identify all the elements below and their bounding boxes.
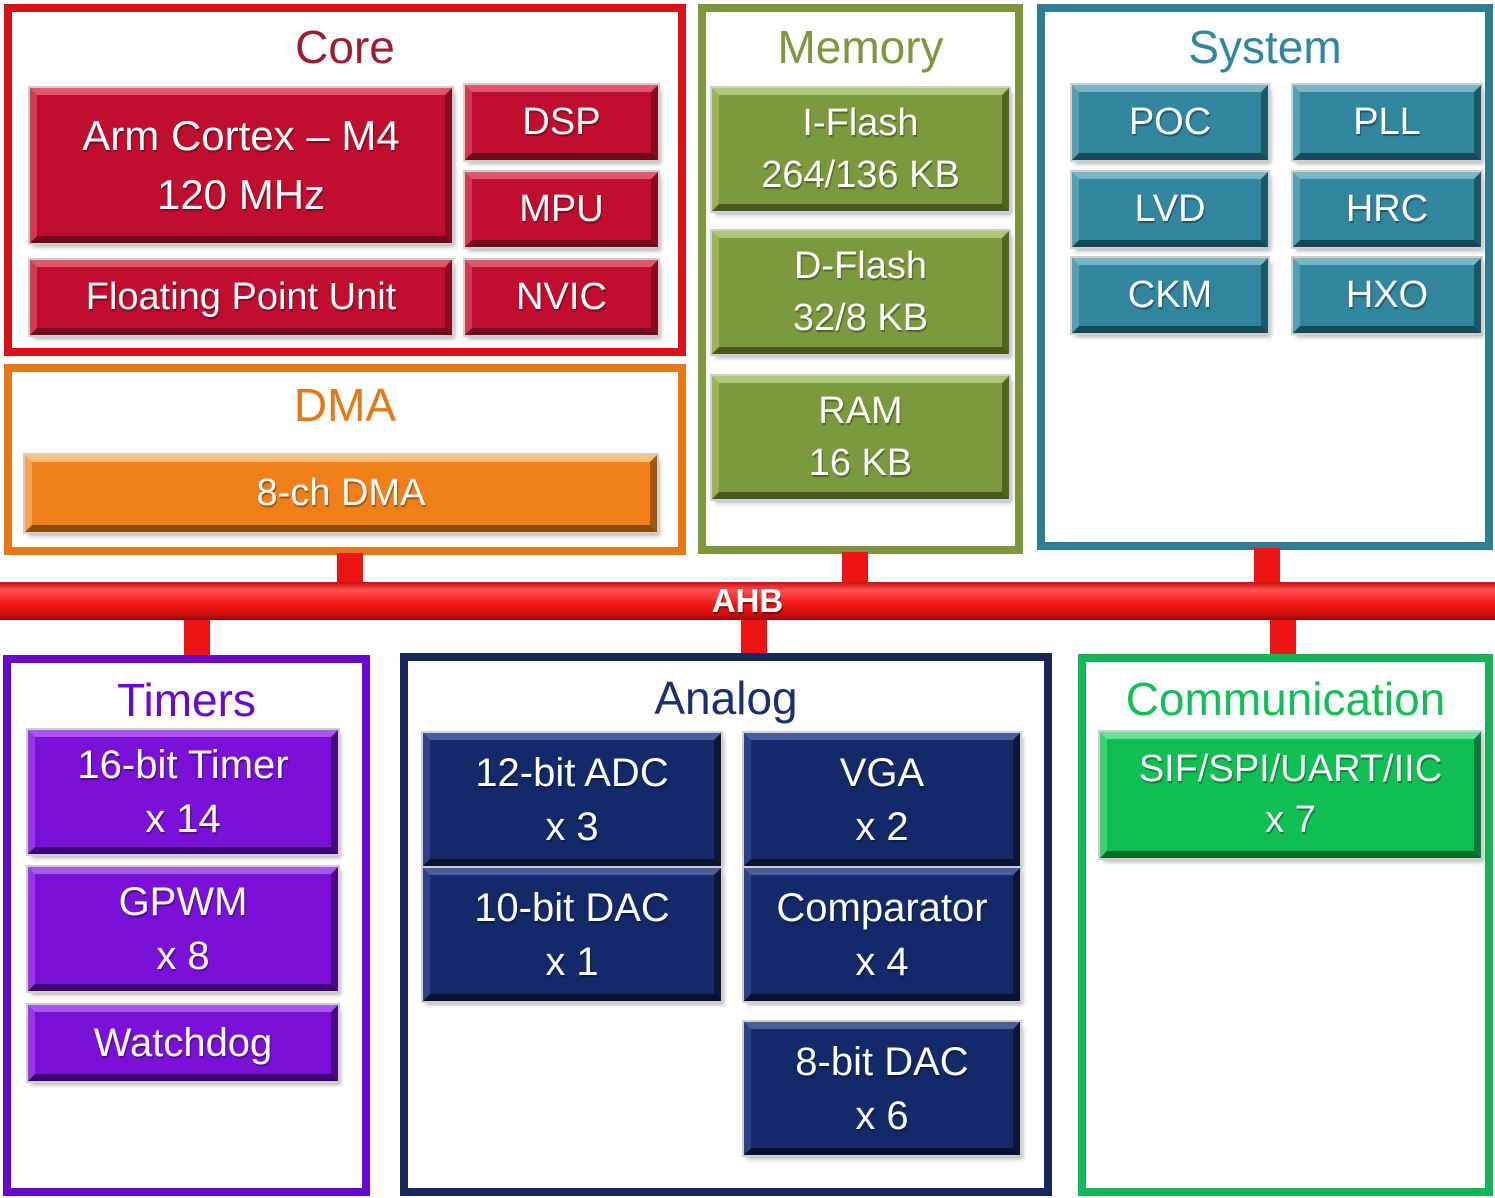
block-line: Comparator — [776, 885, 988, 930]
block-line: 264/136 KB — [761, 153, 960, 196]
section-analog: Analog 12-bit ADC x 3 VGA x 2 10-bit DAC… — [400, 653, 1052, 1196]
connector-memory-to-bus — [842, 552, 868, 582]
block-line: x 6 — [855, 1093, 909, 1138]
block-comparator: Comparator x 4 — [744, 868, 1020, 1001]
block-line: POC — [1128, 100, 1212, 143]
connector-dma-to-bus — [337, 553, 363, 582]
ahb-bus-label: AHB — [711, 582, 784, 619]
block-hxo: HXO — [1293, 258, 1481, 333]
block-lvd: LVD — [1072, 172, 1268, 247]
section-core-title: Core — [295, 21, 395, 73]
section-timers-title: Timers — [117, 674, 256, 726]
section-memory-title: Memory — [777, 21, 944, 73]
block-line: DSP — [522, 100, 601, 143]
section-system: System POC PLL LVD HRC CKM HXO — [1037, 4, 1493, 550]
block-line: x 14 — [145, 797, 221, 841]
block-line: HRC — [1345, 187, 1429, 230]
block-line: x 2 — [855, 804, 909, 849]
block-mpu: MPU — [465, 172, 658, 247]
block-line: x 4 — [855, 939, 909, 984]
block-line: GPWM — [118, 880, 248, 924]
block-line: x 3 — [545, 804, 599, 849]
block-line: 120 MHz — [156, 170, 326, 218]
block-line: 8-bit DAC — [795, 1039, 969, 1084]
section-memory: Memory I-Flash 264/136 KB D-Flash 32/8 K… — [698, 4, 1023, 554]
block-line: MPU — [519, 187, 604, 230]
section-dma-title: DMA — [293, 379, 397, 431]
block-line: 8-ch DMA — [256, 471, 426, 514]
block-line: RAM — [818, 390, 903, 433]
block-line: 10-bit DAC — [474, 885, 670, 930]
block-line: CKM — [1127, 273, 1213, 316]
block-12bit-adc: 12-bit ADC x 3 — [423, 733, 721, 866]
connector-bus-to-analog — [741, 620, 767, 656]
block-line: D-Flash — [793, 245, 928, 288]
block-line: LVD — [1134, 187, 1206, 230]
block-line: I-Flash — [802, 102, 919, 145]
block-line: 16 KB — [808, 441, 913, 484]
block-line: 16-bit Timer — [77, 743, 289, 787]
block-8bit-dac: 8-bit DAC x 6 — [744, 1022, 1020, 1155]
section-communication: Communication SIF/SPI/UART/IIC x 7 — [1078, 654, 1493, 1196]
section-system-title: System — [1188, 21, 1342, 73]
ahb-bus: AHB — [0, 582, 1495, 620]
block-line: HXO — [1345, 273, 1429, 316]
block-dsp: DSP — [465, 85, 658, 160]
block-line: Floating Point Unit — [85, 275, 397, 318]
block-line: x 7 — [1265, 799, 1316, 841]
block-10bit-dac: 10-bit DAC x 1 — [423, 868, 721, 1001]
section-timers: Timers 16-bit Timer x 14 GPWM x 8 Watchd… — [3, 655, 370, 1196]
block-vga: VGA x 2 — [744, 733, 1020, 866]
section-communication-title: Communication — [1125, 673, 1446, 725]
block-line: 12-bit ADC — [475, 750, 669, 795]
block-watchdog: Watchdog — [28, 1005, 338, 1081]
connector-bus-to-communication — [1270, 620, 1296, 657]
block-arm-cortex-m4: Arm Cortex – M4 120 MHz — [30, 88, 452, 243]
block-gpwm: GPWM x 8 — [28, 867, 338, 991]
block-i-flash: I-Flash 264/136 KB — [712, 88, 1009, 211]
block-hrc: HRC — [1293, 172, 1481, 247]
block-line: x 8 — [156, 934, 210, 978]
block-line: Watchdog — [93, 1021, 273, 1065]
block-floating-point-unit: Floating Point Unit — [30, 260, 452, 335]
block-ckm: CKM — [1072, 258, 1268, 333]
section-dma: DMA 8-ch DMA — [4, 364, 686, 555]
block-8ch-dma: 8-ch DMA — [25, 455, 657, 532]
block-line: SIF/SPI/UART/IIC — [1138, 747, 1443, 790]
block-nvic: NVIC — [465, 260, 658, 335]
block-poc: POC — [1072, 85, 1268, 160]
connector-system-to-bus — [1254, 548, 1280, 582]
block-sif-spi-uart-iic: SIF/SPI/UART/IIC x 7 — [1100, 732, 1481, 858]
connector-bus-to-timers — [184, 620, 210, 658]
block-pll: PLL — [1293, 85, 1481, 160]
section-core: Core Arm Cortex – M4 120 MHz DSP MPU Flo… — [4, 4, 686, 356]
block-line: NVIC — [516, 275, 607, 318]
block-line: PLL — [1353, 100, 1421, 143]
block-line: 32/8 KB — [792, 296, 929, 339]
block-16bit-timer: 16-bit Timer x 14 — [28, 730, 338, 854]
block-line: x 1 — [545, 939, 599, 984]
block-line: VGA — [839, 750, 925, 795]
block-line: Arm Cortex – M4 — [82, 111, 400, 159]
section-analog-title: Analog — [654, 672, 798, 724]
block-ram: RAM 16 KB — [712, 376, 1009, 499]
block-d-flash: D-Flash 32/8 KB — [712, 231, 1009, 354]
